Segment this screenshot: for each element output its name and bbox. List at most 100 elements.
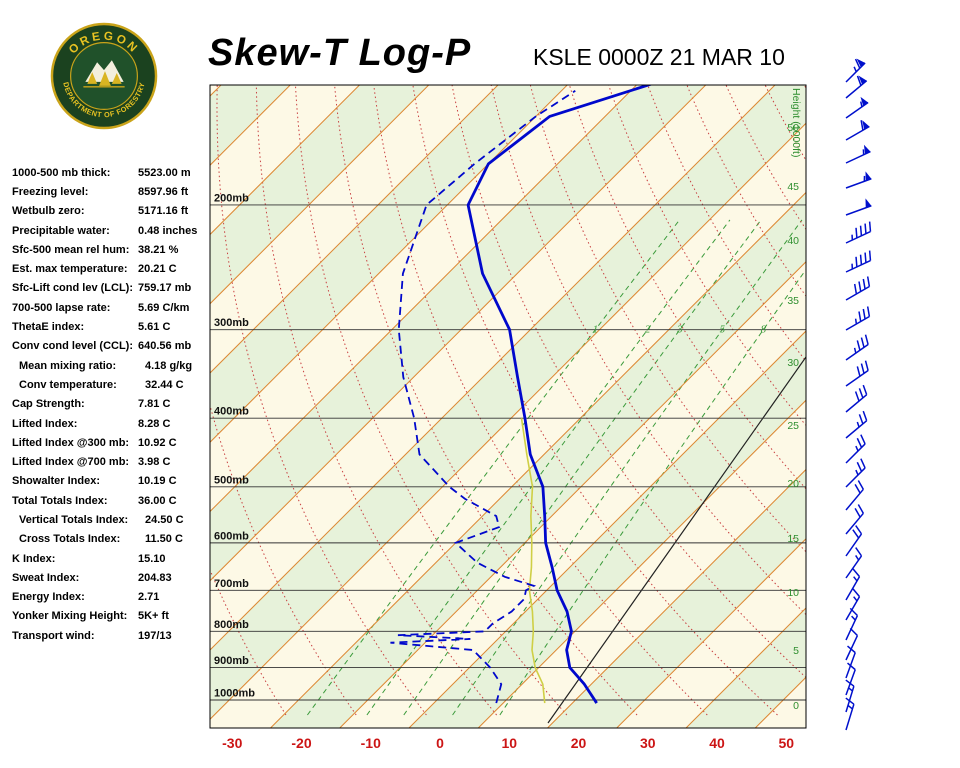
- index-row: Mean mixing ratio: 4.18 g/kg: [12, 356, 210, 375]
- mixing-ratio-label: 5: [720, 324, 726, 336]
- index-row: 700-500 lapse rate: 5.69 C/km: [12, 298, 210, 317]
- mixing-ratio-line: [403, 219, 762, 716]
- index-row: K Index: 15.10: [12, 549, 210, 568]
- mixing-ratio-label: 3: [676, 324, 683, 336]
- index-row: Lifted Index @700 mb: 3.98 C: [12, 452, 210, 471]
- index-label: Conv temperature:: [19, 378, 117, 391]
- index-label: Freezing level:: [12, 185, 89, 198]
- index-label: Sfc-Lift cond lev (LCL):: [12, 282, 133, 295]
- index-value: 32.44 C: [145, 378, 184, 391]
- pressure-tick-label: 700mb: [214, 578, 249, 590]
- logo-tree-icon: [111, 73, 122, 84]
- wind-barb: [845, 384, 868, 413]
- page-title: Skew-T Log-P: [208, 32, 472, 74]
- wind-barb: [845, 96, 869, 119]
- index-value: 4.18 g/kg: [145, 359, 193, 372]
- wind-barb: [845, 607, 859, 641]
- mixing-ratio-label: 2: [645, 324, 651, 336]
- mixing-ratio-lines: [307, 219, 806, 716]
- pressure-tick-label: 300mb: [214, 317, 249, 329]
- index-value: 759.17 mb: [138, 282, 192, 295]
- wind-barb: [845, 547, 863, 579]
- mixing-ratio-line: [452, 219, 803, 716]
- index-value: 640.56 mb: [138, 340, 192, 353]
- mixing-ratio-labels: 1 2 3 5 8: [593, 324, 767, 336]
- odf-logo-badge: OREGON DEPARTMENT OF FORESTRY: [50, 22, 158, 130]
- pressure-tick-label: 200mb: [214, 192, 249, 204]
- index-label: Transport wind:: [12, 629, 95, 642]
- index-value: 10.92 C: [138, 436, 177, 449]
- pressure-tick-label: 900mb: [214, 655, 249, 667]
- isotherm-line: [210, 85, 637, 513]
- index-label: Showalter Index:: [12, 475, 101, 488]
- pressure-tick-label: 600mb: [214, 530, 249, 542]
- wind-barb: [845, 410, 868, 439]
- height-tick-label: 15: [787, 533, 799, 545]
- wind-barb: [845, 198, 872, 216]
- index-row: ThetaE index: 5.61 C: [12, 317, 210, 336]
- isotherm-line: [210, 85, 707, 582]
- index-row: Est. max temperature: 20.21 C: [12, 259, 210, 278]
- dry-adiabat-line: [412, 85, 778, 716]
- height-tick-label: 40: [787, 235, 799, 247]
- temp-tick-label: 50: [778, 735, 794, 751]
- index-row: Total Totals Index: 36.00 C: [12, 491, 210, 510]
- pressure-tick-label: 1000mb: [214, 688, 255, 700]
- pressure-tick-label: 500mb: [214, 474, 249, 486]
- wind-barb: [845, 120, 870, 141]
- dry-adiabat-line: [216, 85, 427, 716]
- dewpoint-trace: [390, 90, 576, 704]
- index-label: ThetaE index:: [12, 321, 85, 334]
- index-value: 2.71: [138, 591, 160, 604]
- index-row: 1000-500 mb thick: 5523.00 m: [12, 163, 210, 182]
- temp-tick-label: -30: [222, 735, 242, 751]
- isotherm-line: [210, 85, 499, 374]
- height-tick-label: 45: [787, 181, 799, 193]
- wind-barb: [845, 75, 868, 99]
- index-row: Precipitable water: 0.48 inches: [12, 221, 210, 240]
- index-value: 20.21 C: [138, 263, 177, 276]
- height-tick-label: 25: [787, 420, 799, 432]
- temp-band: [0, 85, 152, 728]
- index-value: 36.00 C: [138, 494, 177, 507]
- index-row: Cross Totals Index: 11.50 C: [12, 530, 210, 549]
- wind-barb: [845, 504, 865, 535]
- wind-barb: [845, 276, 871, 301]
- dry-adiabat-line: [803, 85, 806, 90]
- mixing-ratio-label: 1: [593, 324, 599, 336]
- index-label: Energy Index:: [12, 591, 85, 604]
- height-tick-label: 10: [787, 587, 799, 599]
- index-row: Conv temperature: 32.44 C: [12, 375, 210, 394]
- index-value: 204.83: [138, 571, 172, 584]
- index-label: K Index:: [12, 552, 56, 565]
- index-value: 5.61 C: [138, 321, 171, 334]
- index-row: Sfc-Lift cond lev (LCL): 759.17 mb: [12, 279, 210, 298]
- wind-barb: [845, 144, 871, 164]
- index-row: Lifted Index: 8.28 C: [12, 414, 210, 433]
- index-row: Sfc-500 mean rel hum: 38.21 %: [12, 240, 210, 259]
- isotherm-line: [270, 191, 806, 728]
- index-row: Vertical Totals Index: 24.50 C: [12, 510, 210, 529]
- index-row: Showalter Index: 10.19 C: [12, 472, 210, 491]
- index-label: Cap Strength:: [12, 398, 85, 411]
- temperature-trace: [466, 85, 652, 704]
- dry-adiabat-line: [294, 85, 568, 716]
- isotherm-line: [408, 330, 806, 728]
- isotherm-line: [210, 85, 430, 305]
- odf-logo: OREGON DEPARTMENT OF FORESTRY: [50, 20, 158, 132]
- wind-barb: [845, 434, 866, 464]
- temp-tick-label: -20: [291, 735, 311, 751]
- index-label: Lifted Index @300 mb:: [12, 436, 130, 449]
- index-label: Vertical Totals Index:: [19, 513, 129, 526]
- wind-barb: [845, 58, 866, 83]
- wind-barb: [845, 334, 869, 361]
- dry-adiabat-line: [210, 568, 287, 716]
- dry-adiabat-line: [451, 85, 806, 679]
- dry-adiabat-line: [568, 85, 806, 490]
- isotherm-line: [685, 607, 806, 728]
- wetbulb-trace: [520, 418, 546, 704]
- temp-tick-label: 0: [436, 735, 444, 751]
- logo-mountain: [85, 60, 124, 82]
- wind-barb: [845, 360, 869, 387]
- index-row: Cap Strength: 7.81 C: [12, 395, 210, 414]
